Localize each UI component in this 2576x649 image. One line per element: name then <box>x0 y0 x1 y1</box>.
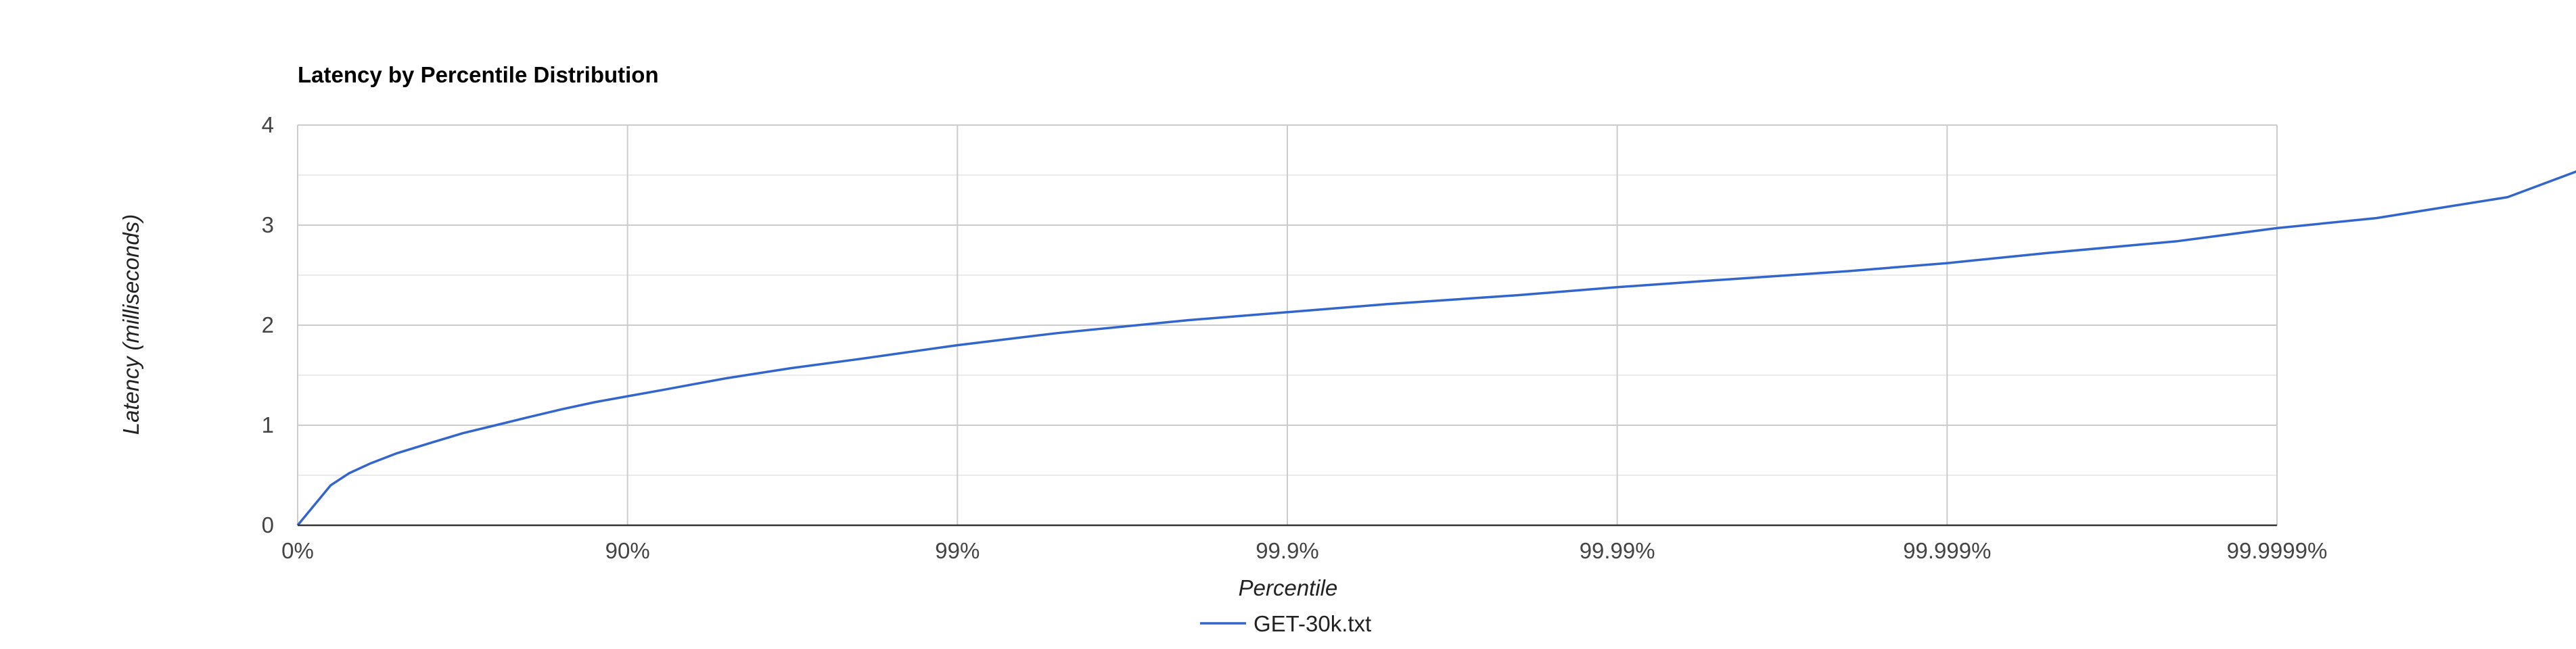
x-tick-label: 99.9999% <box>2227 538 2328 563</box>
legend: GET-30k.txt <box>1200 611 1371 636</box>
x-tick-label: 0% <box>281 538 314 563</box>
series-layer <box>296 170 2576 527</box>
x-tick-label: 99.99% <box>1580 538 1655 563</box>
major-gridlines <box>297 124 2278 525</box>
y-tick-label: 4 <box>262 112 274 137</box>
x-tick-label: 90% <box>605 538 650 563</box>
y-tick-label: 0 <box>262 512 274 537</box>
x-tick-label: 99.9% <box>1256 538 1319 563</box>
x-axis-label: Percentile <box>1239 575 1338 600</box>
series-line-get-30k <box>296 170 2576 527</box>
x-tick-label: 99% <box>935 538 980 563</box>
axes: 0 1 2 3 4 0% 90% 99% 99.9% 99.99% 99.999% 99.9999% <box>262 112 2328 563</box>
x-tick-label: 99.999% <box>1903 538 1991 563</box>
y-axis-label: Latency (milliseconds) <box>118 214 143 435</box>
chart-title: Latency by Percentile Distribution <box>298 62 659 87</box>
y-tick-label: 2 <box>262 312 274 337</box>
y-tick-label: 3 <box>262 212 274 237</box>
y-tick-label: 1 <box>262 412 274 437</box>
legend-label-get-30k: GET-30k.txt <box>1254 611 1371 636</box>
